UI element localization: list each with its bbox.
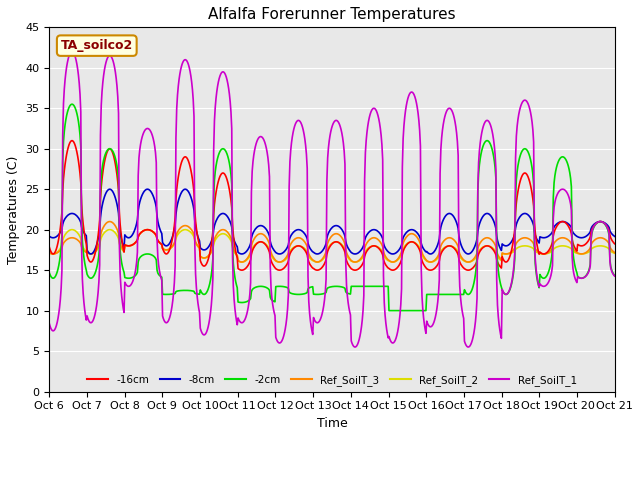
-2cm (419, 308, 427, 313)
Ref_SoilT_2 (276, 259, 284, 265)
-2cm (45, 270, 53, 276)
Ref_SoilT_2 (144, 227, 152, 232)
Ref_SoilT_3 (276, 259, 284, 265)
Ref_SoilT_2 (419, 254, 427, 260)
Ref_SoilT_1 (68, 48, 76, 54)
-16cm (419, 260, 427, 265)
Ref_SoilT_2 (403, 241, 410, 247)
-16cm (68, 138, 76, 144)
Ref_SoilT_2 (202, 255, 210, 261)
-8cm (202, 247, 210, 252)
Line: Ref_SoilT_2: Ref_SoilT_2 (49, 229, 614, 262)
-8cm (419, 245, 427, 251)
-16cm (276, 267, 284, 273)
Ref_SoilT_3 (611, 250, 618, 255)
Ref_SoilT_3 (56, 248, 63, 254)
-2cm (56, 258, 63, 264)
-8cm (172, 212, 180, 217)
-2cm (202, 290, 210, 296)
Ref_SoilT_1 (202, 331, 210, 336)
Line: -2cm: -2cm (49, 104, 614, 311)
Line: -8cm: -8cm (49, 189, 614, 254)
-2cm (115, 178, 122, 183)
Ref_SoilT_1 (45, 321, 53, 326)
-16cm (56, 231, 63, 237)
Line: -16cm: -16cm (49, 141, 614, 270)
Ref_SoilT_3 (172, 233, 180, 239)
Ref_SoilT_2 (611, 251, 618, 256)
-16cm (403, 242, 410, 248)
-2cm (403, 308, 410, 313)
Ref_SoilT_1 (115, 110, 122, 116)
-8cm (45, 233, 53, 239)
Text: TA_soilco2: TA_soilco2 (61, 39, 133, 52)
Ref_SoilT_1 (56, 304, 63, 310)
-8cm (611, 233, 618, 239)
Ref_SoilT_1 (611, 273, 618, 279)
-8cm (114, 205, 122, 211)
Ref_SoilT_3 (45, 250, 53, 256)
-16cm (202, 262, 210, 268)
-16cm (115, 188, 122, 193)
Legend: -16cm, -8cm, -2cm, Ref_SoilT_3, Ref_SoilT_2, Ref_SoilT_1: -16cm, -8cm, -2cm, Ref_SoilT_3, Ref_Soil… (83, 371, 581, 390)
Y-axis label: Temperatures (C): Temperatures (C) (7, 155, 20, 264)
Title: Alfalfa Forerunner Temperatures: Alfalfa Forerunner Temperatures (208, 7, 456, 22)
-2cm (385, 308, 393, 313)
-16cm (172, 197, 180, 203)
-8cm (403, 230, 410, 236)
Ref_SoilT_3 (202, 255, 210, 261)
Line: Ref_SoilT_3: Ref_SoilT_3 (49, 222, 614, 262)
Ref_SoilT_2 (56, 247, 63, 252)
Ref_SoilT_3 (106, 219, 114, 225)
-16cm (45, 244, 53, 250)
Ref_SoilT_3 (115, 231, 122, 237)
-2cm (611, 273, 618, 278)
Ref_SoilT_3 (419, 252, 427, 257)
-16cm (611, 241, 618, 247)
Ref_SoilT_3 (403, 234, 410, 240)
-2cm (172, 289, 180, 295)
Ref_SoilT_1 (465, 344, 472, 350)
Ref_SoilT_1 (172, 135, 180, 141)
-2cm (68, 101, 76, 107)
Ref_SoilT_2 (172, 236, 180, 241)
Ref_SoilT_2 (45, 250, 53, 255)
Ref_SoilT_1 (402, 108, 410, 114)
-8cm (56, 230, 63, 236)
-8cm (276, 251, 284, 257)
-8cm (144, 186, 152, 192)
X-axis label: Time: Time (317, 417, 348, 430)
Ref_SoilT_1 (418, 294, 426, 300)
Line: Ref_SoilT_1: Ref_SoilT_1 (49, 51, 614, 347)
Ref_SoilT_2 (114, 234, 122, 240)
